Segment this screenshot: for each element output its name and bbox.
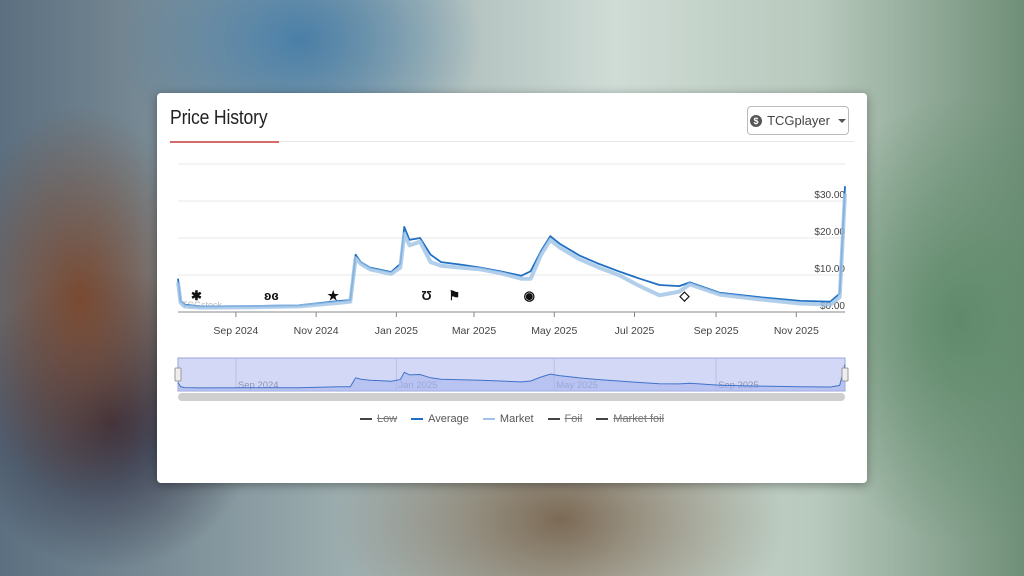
price-history-card: Price History $ TCGplayer $0.00 $10.00 $20… <box>157 93 867 483</box>
card-title: Price History <box>170 107 268 129</box>
legend-swatch <box>359 418 372 420</box>
cycle-set-icon[interactable]: ◉ <box>524 288 535 303</box>
x-tick-label: May 2025 <box>531 325 577 337</box>
checkered-flag-set-icon[interactable]: ⚑ <box>448 288 460 303</box>
legend-label: Foil <box>564 413 583 425</box>
navigator-scrollbar[interactable] <box>178 393 845 401</box>
legend-swatch <box>596 418 609 420</box>
chart-legend: Low Average Market Foil Market foil <box>157 413 867 425</box>
price-source-label: TCGplayer <box>767 113 830 128</box>
legend-item-average[interactable]: Average <box>411 413 469 425</box>
x-tick-label: Nov 2024 <box>294 325 339 337</box>
price-chart[interactable]: $0.00 $10.00 $20.00 $30.00 Sep 2024 Nov 2024 J… <box>157 93 867 413</box>
legend-swatch <box>411 418 424 420</box>
legend-item-market-foil[interactable]: Market foil <box>596 413 664 425</box>
legend-label: Low <box>376 413 398 425</box>
ufo-set-icon[interactable]: ◇ <box>678 288 690 303</box>
dollar-circle-icon: $ <box>750 114 763 127</box>
legend-label: Average <box>428 413 469 425</box>
butterfly-set-icon[interactable]: ʚɞ <box>264 288 279 303</box>
title-underline <box>170 141 279 143</box>
y-tick-label: $20.00 <box>814 227 845 238</box>
navigator-handle-left[interactable] <box>174 367 182 382</box>
maple-leaf-set-icon[interactable]: ✱ <box>191 288 202 303</box>
star-set-icon[interactable]: ★ <box>327 288 339 303</box>
header-divider <box>170 141 854 142</box>
x-tick-label: Sep 2025 <box>694 325 739 337</box>
x-tick-label: Mar 2025 <box>452 325 497 337</box>
legend-swatch <box>482 418 495 420</box>
legend-swatch <box>547 418 560 420</box>
watermark: TCGstock <box>182 300 223 310</box>
y-tick-label: $30.00 <box>814 190 845 201</box>
y-tick-label: $10.00 <box>814 264 845 275</box>
x-tick-label: Sep 2024 <box>213 325 258 337</box>
series-line-market <box>176 193 847 310</box>
legend-item-foil[interactable]: Foil <box>547 413 583 425</box>
legend-label: Market foil <box>613 413 665 425</box>
navigator-series-line <box>177 364 846 389</box>
legend-item-market[interactable]: Market <box>482 413 534 425</box>
x-tick-label: Jan 2025 <box>375 325 418 337</box>
price-source-dropdown[interactable]: $ TCGplayer <box>747 106 849 135</box>
navigator-handle-right[interactable] <box>841 367 849 382</box>
y-tick-label: $0.00 <box>820 301 845 312</box>
x-tick-label: Nov 2025 <box>774 325 819 337</box>
legend-item-low[interactable]: Low <box>359 413 398 425</box>
legend-label: Market <box>499 413 534 425</box>
navigator-label: Sep 2024 <box>238 380 279 391</box>
horseshoe-set-icon[interactable]: Ʊ <box>421 288 431 303</box>
x-tick-label: Jul 2025 <box>615 325 655 337</box>
caret-down-icon <box>837 118 846 123</box>
